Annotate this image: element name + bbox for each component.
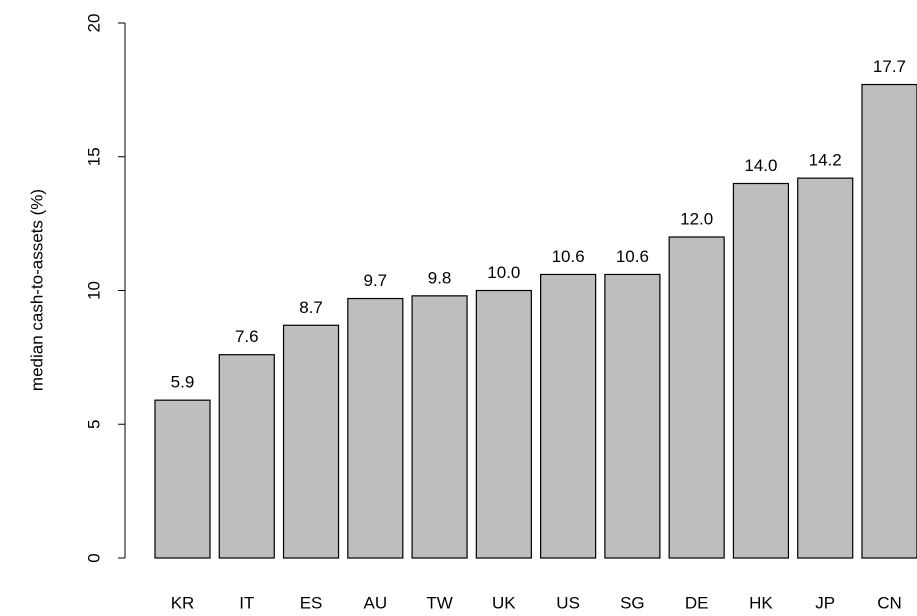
value-label: 9.7: [363, 271, 387, 290]
value-label: 10.0: [487, 263, 520, 282]
y-tick-label: 20: [84, 14, 103, 33]
bar: [411, 295, 468, 559]
x-tick-label: US: [556, 593, 580, 612]
bar: [218, 354, 275, 559]
value-label: 7.6: [235, 327, 259, 346]
y-tick-label: 5: [84, 420, 103, 429]
bar: [797, 177, 854, 559]
bar: [540, 273, 597, 559]
bar: [732, 182, 790, 559]
value-label: 8.7: [299, 298, 323, 317]
value-label: 10.6: [552, 247, 585, 266]
bar: [347, 297, 404, 559]
value-label: 12.0: [680, 209, 713, 228]
x-tick-label: SG: [620, 593, 645, 612]
x-tick-label: TW: [426, 593, 452, 612]
bar: [668, 236, 725, 559]
value-label: 17.7: [873, 57, 906, 76]
y-tick-label: 15: [84, 147, 103, 166]
y-axis-label: median cash-to-assets (%): [27, 189, 46, 391]
bar: [861, 83, 917, 559]
x-tick-label: ES: [300, 593, 323, 612]
y-tick-label: 0: [84, 553, 103, 562]
bar: [475, 289, 532, 559]
x-tick-label: IT: [239, 593, 254, 612]
value-label: 14.0: [744, 156, 777, 175]
x-tick-label: AU: [363, 593, 387, 612]
x-tick-label: UK: [492, 593, 516, 612]
x-tick-label: JP: [815, 593, 835, 612]
value-label: 10.6: [616, 247, 649, 266]
x-tick-label: CN: [877, 593, 902, 612]
bar: [282, 324, 340, 559]
bar: [604, 273, 661, 559]
value-label: 5.9: [171, 373, 195, 392]
value-label: 14.2: [809, 151, 842, 170]
x-tick-label: KR: [171, 593, 195, 612]
x-tick-label: HK: [749, 593, 773, 612]
x-tick-label: DE: [685, 593, 709, 612]
bar: [154, 399, 211, 559]
value-label: 9.8: [428, 268, 452, 287]
y-tick-label: 10: [84, 281, 103, 300]
